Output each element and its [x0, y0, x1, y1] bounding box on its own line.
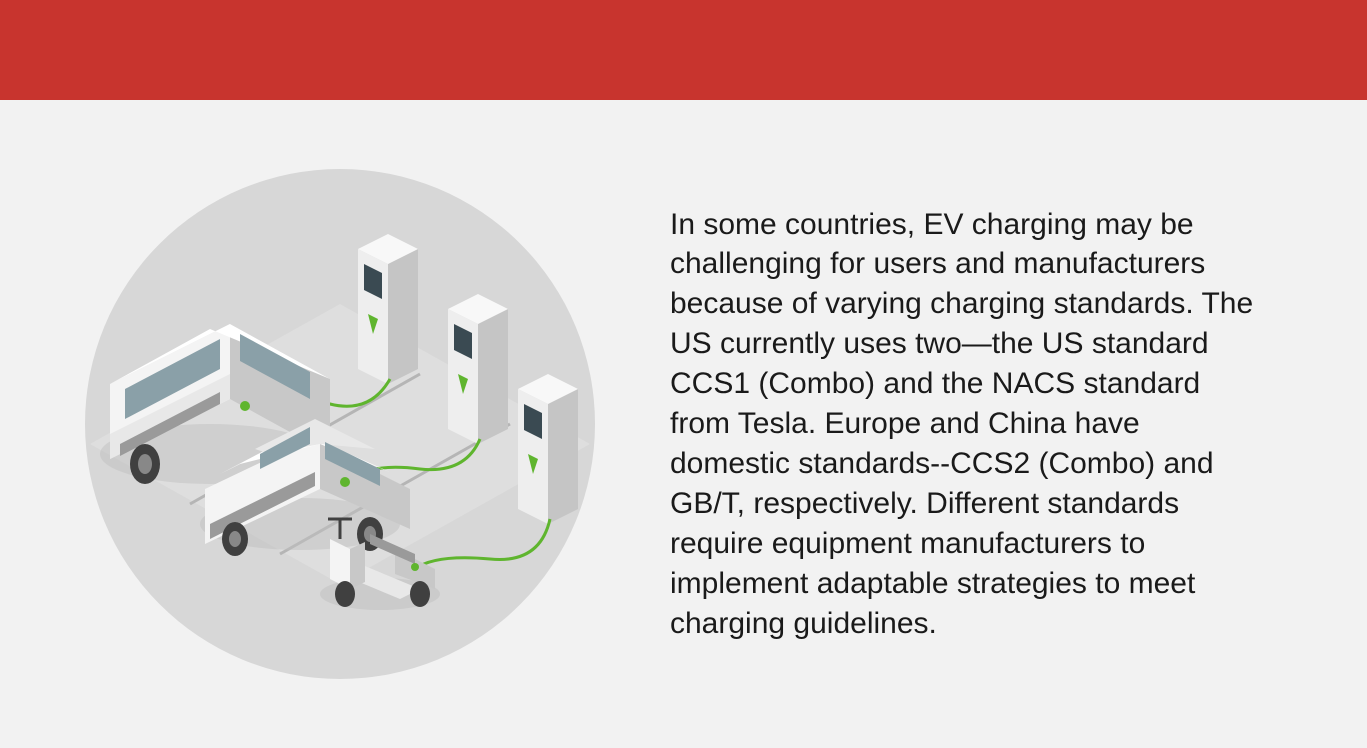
charge-station-2: [448, 294, 508, 444]
ev-scene-svg: [70, 154, 610, 694]
body-paragraph: In some countries, EV charging may be ch…: [670, 205, 1307, 644]
content-row: In some countries, EV charging may be ch…: [0, 100, 1367, 748]
ev-charging-illustration: [70, 154, 610, 694]
header-bar: [0, 0, 1367, 100]
charge-station-1: [358, 234, 418, 384]
charge-station-3: [518, 374, 578, 524]
